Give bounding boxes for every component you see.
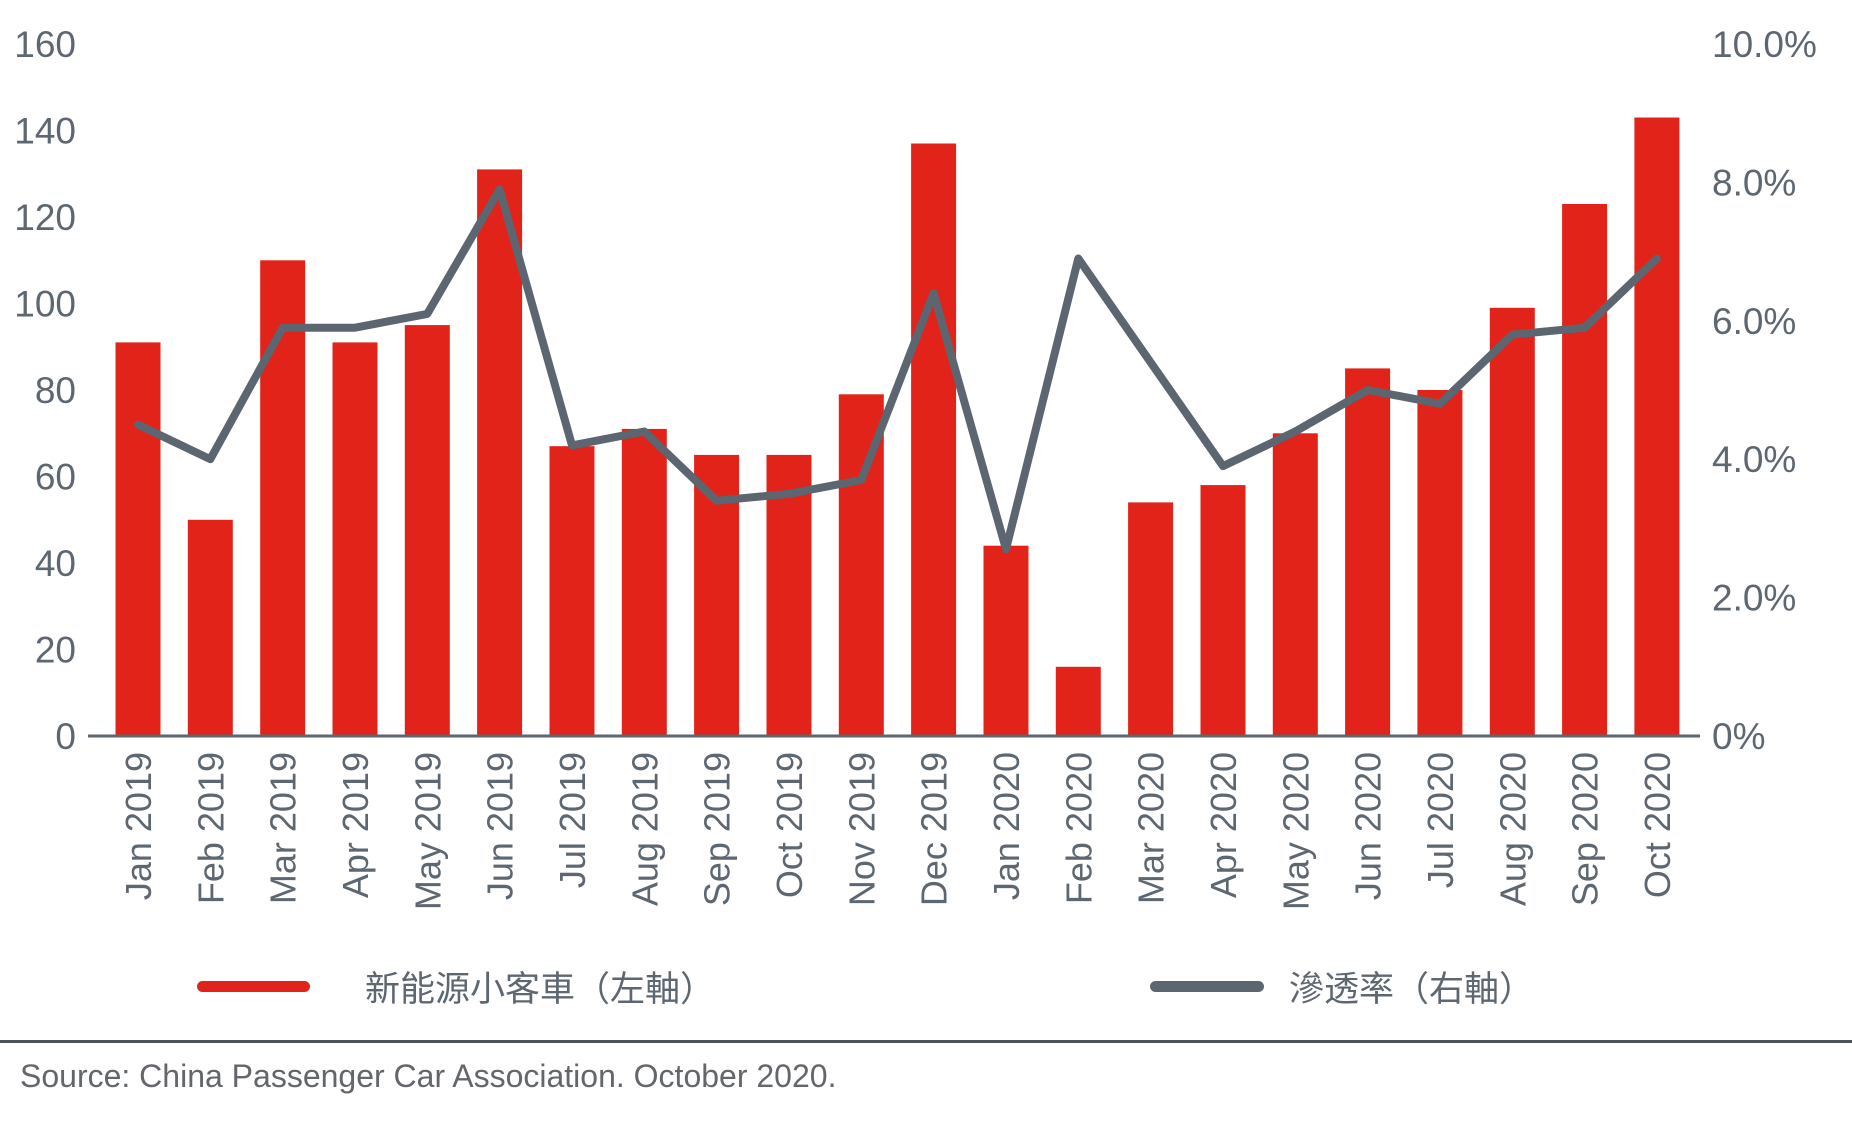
left-axis-tick-label: 140 <box>14 111 76 152</box>
right-axis-tick-label: 6.0% <box>1712 301 1796 342</box>
month-axis-label: Mar 2019 <box>263 752 304 904</box>
bar-oct-2019 <box>766 454 812 736</box>
month-axis-label: Nov 2019 <box>841 752 882 906</box>
bar-jan-2019 <box>115 342 161 736</box>
right-axis-tick-label: 4.0% <box>1712 439 1796 480</box>
bar-dec-2019 <box>911 143 957 736</box>
bar-oct-2020 <box>1634 117 1680 736</box>
left-axis-tick-label: 0 <box>55 716 76 757</box>
bar-sep-2020 <box>1562 204 1608 736</box>
month-axis-label: Dec 2019 <box>914 752 955 906</box>
legend-item-nev-bars: 新能源小客車（左軸） <box>197 961 715 1012</box>
bar-jun-2019 <box>477 169 523 736</box>
month-axis-label: Jul 2020 <box>1420 752 1461 888</box>
right-axis-tick-label: 0% <box>1712 716 1765 757</box>
month-axis-label: May 2020 <box>1275 752 1316 910</box>
right-axis-tick-label: 2.0% <box>1712 578 1796 619</box>
month-axis-label: Apr 2020 <box>1203 752 1244 898</box>
month-axis-label: Mar 2020 <box>1131 752 1172 904</box>
left-axis-tick-label: 160 <box>14 24 76 65</box>
line-series-swatch <box>1150 981 1264 992</box>
bar-feb-2019 <box>187 519 233 737</box>
month-axis-label: Sep 2020 <box>1565 752 1606 906</box>
month-axis-label: Aug 2020 <box>1492 752 1533 906</box>
bar-may-2020 <box>1272 433 1318 737</box>
bar-series-swatch <box>197 981 310 992</box>
bar-jul-2020 <box>1417 390 1463 736</box>
month-axis-label: Feb 2020 <box>1058 752 1099 904</box>
month-axis-label: Jul 2019 <box>552 752 593 888</box>
bar-series-label: 新能源小客車（左軸） <box>365 970 716 1009</box>
bar-aug-2020 <box>1489 307 1535 736</box>
left-axis-tick-label: 20 <box>35 630 76 671</box>
month-axis-label: Jun 2019 <box>480 752 521 900</box>
left-axis-tick-label: 80 <box>35 370 76 411</box>
left-axis-tick-label: 120 <box>14 197 76 238</box>
bar-may-2019 <box>404 325 450 736</box>
legend-item-penetration-line: 滲透率（右軸） <box>1150 961 1534 1012</box>
right-axis-tick-label: 8.0% <box>1712 162 1796 203</box>
right-axis-tick-label: 10.0% <box>1712 24 1817 65</box>
left-axis-tick-label: 60 <box>35 457 76 498</box>
month-axis-label: Apr 2019 <box>335 752 376 898</box>
bar-apr-2019 <box>332 342 378 736</box>
month-axis-label: Oct 2020 <box>1637 752 1678 898</box>
month-axis-label: Jan 2020 <box>986 752 1027 900</box>
left-axis-tick-label: 100 <box>14 284 76 325</box>
penetration-rate-line <box>134 185 1661 554</box>
bar-aug-2019 <box>621 428 667 736</box>
bar-jun-2020 <box>1345 368 1391 736</box>
combo-chart-canvas: 0 20 40 60 80 100 120 140 160 0% 2.0% 4.0% 6.0% 8.0% 1… <box>14 24 1817 910</box>
source-attribution: Source: China Passenger Car Association.… <box>20 1058 837 1094</box>
bar-mar-2020 <box>1128 502 1174 736</box>
line-series-label: 滲透率（右軸） <box>1289 970 1535 1009</box>
bar-jan-2020 <box>983 545 1029 736</box>
bar-jul-2019 <box>549 446 595 736</box>
month-axis-label: Aug 2019 <box>624 752 665 906</box>
month-axis-label: Sep 2019 <box>697 752 738 906</box>
bar-mar-2019 <box>260 260 306 737</box>
bar-apr-2020 <box>1200 485 1246 736</box>
footer-divider <box>0 1040 1852 1043</box>
month-axis-label: Feb 2019 <box>190 752 231 904</box>
month-axis-label: May 2019 <box>407 752 448 910</box>
bar-feb-2020 <box>1055 666 1101 736</box>
left-axis-tick-label: 40 <box>35 543 76 584</box>
month-axis-label: Oct 2019 <box>769 752 810 898</box>
month-axis-label: Jun 2020 <box>1348 752 1389 900</box>
month-axis-label: Jan 2019 <box>118 752 159 900</box>
